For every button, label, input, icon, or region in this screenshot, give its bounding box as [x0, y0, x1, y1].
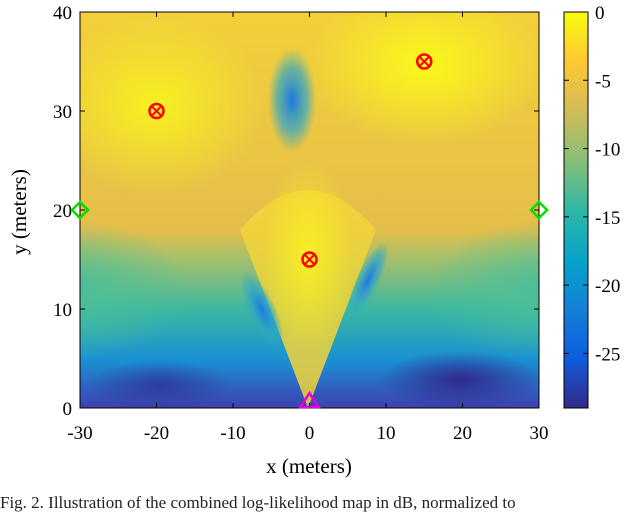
likelihood-heatmap: [80, 12, 539, 408]
colorbar: [563, 11, 589, 409]
y-tick-label: 10: [53, 300, 72, 321]
x-tick-label: 10: [377, 423, 396, 444]
y-tick-label: 0: [63, 399, 73, 420]
y-tick-label: 30: [53, 102, 72, 123]
x-tick-label: -20: [144, 423, 169, 444]
anchor-marker: [70, 200, 90, 220]
colorbar-tick-label: -25: [595, 344, 620, 365]
figure-caption: Fig. 2. Illustration of the combined log…: [0, 493, 516, 512]
x-tick-label: -10: [220, 423, 245, 444]
x-axis-ticks: -30 -20 -10 0 10 20 30: [67, 12, 549, 444]
markers: [70, 53, 549, 409]
y-tick-label: 20: [53, 201, 72, 222]
x-axis-label: x (meters): [266, 454, 352, 478]
x-tick-label: -30: [67, 423, 92, 444]
anchor-marker: [529, 200, 549, 220]
source-marker: [298, 390, 321, 409]
colorbar-tick-label: -20: [595, 276, 620, 297]
y-tick-label: 40: [53, 3, 72, 24]
colorbar-tick-label: -5: [595, 71, 611, 92]
colorbar-tick-label: -10: [595, 140, 620, 161]
colorbar-tick-label: -15: [595, 208, 620, 229]
target-marker: [301, 251, 318, 268]
y-axis-label: y (meters): [7, 169, 31, 255]
target-marker: [416, 53, 433, 70]
x-tick-label: 30: [530, 423, 549, 444]
x-tick-label: 20: [453, 423, 472, 444]
y-axis-ticks: 0 10 20 30 40: [53, 3, 539, 420]
colorbar-tick-label: 0: [595, 3, 605, 24]
colorbar-ticks: 0 -5 -10 -15 -20 -25: [564, 3, 620, 365]
x-tick-label: 0: [305, 423, 315, 444]
target-marker: [148, 102, 165, 120]
